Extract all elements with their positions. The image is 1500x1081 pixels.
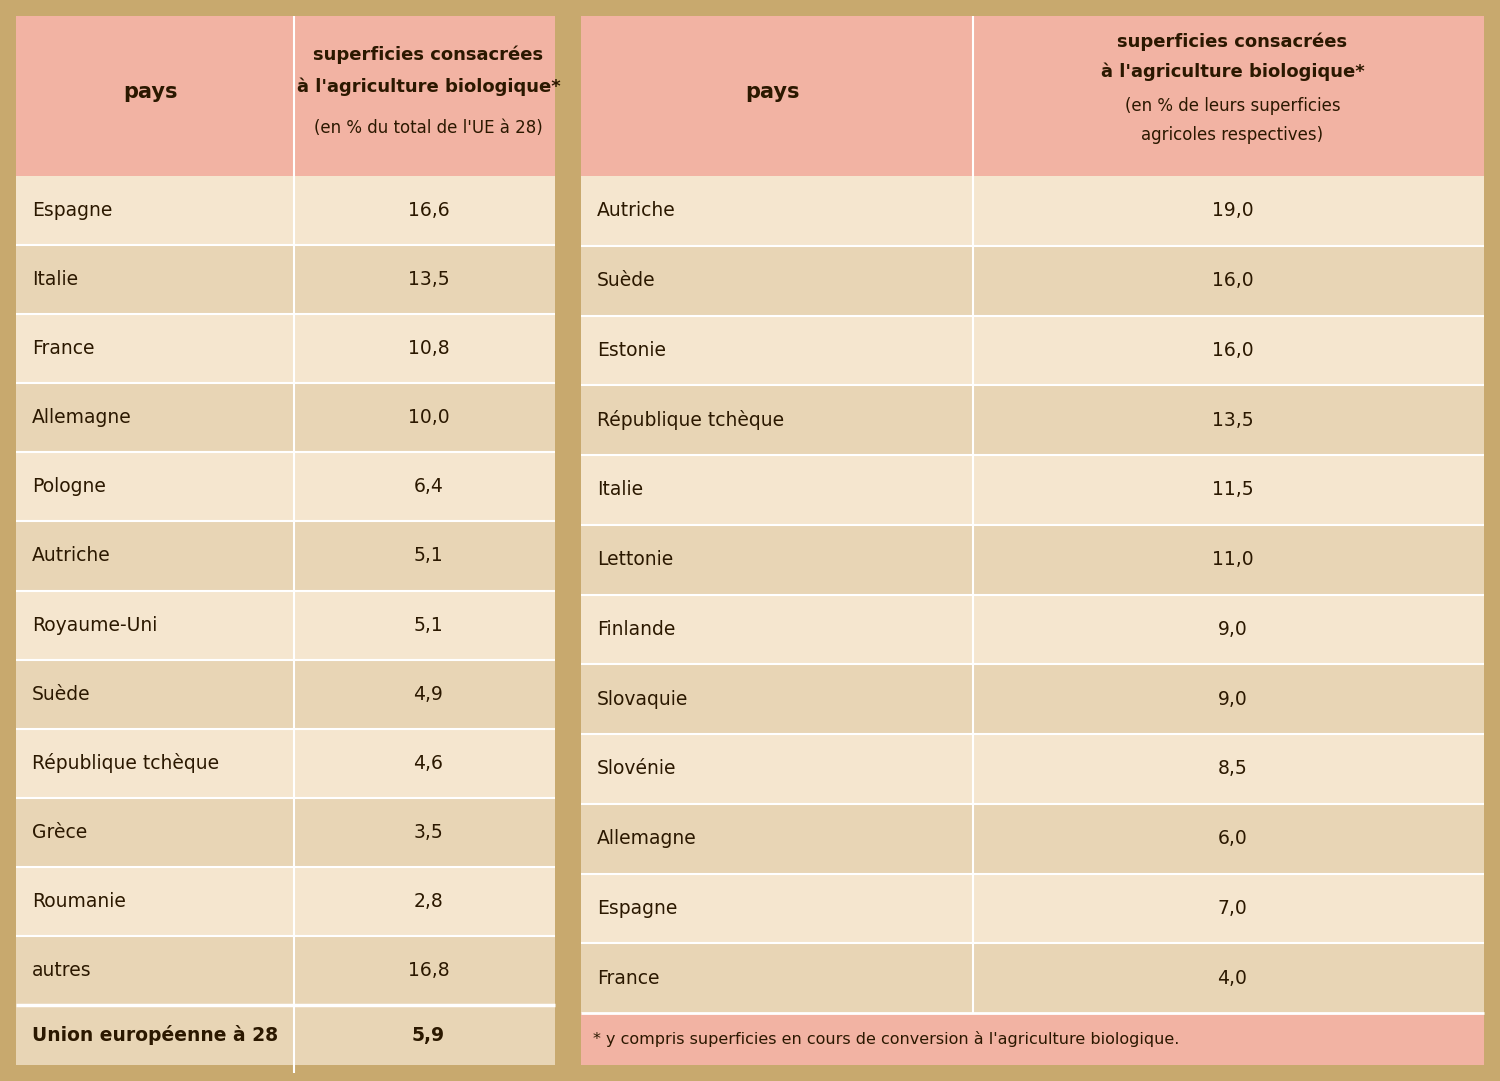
Text: Suède: Suède — [597, 271, 656, 290]
Text: Allemagne: Allemagne — [597, 829, 696, 849]
Text: 11,5: 11,5 — [1212, 480, 1252, 499]
Text: 9,0: 9,0 — [1218, 619, 1248, 639]
Bar — [580, 524, 1484, 595]
Text: 6,0: 6,0 — [1218, 829, 1248, 849]
Text: autres: autres — [32, 961, 92, 980]
Bar — [16, 245, 555, 315]
Bar — [580, 16, 1484, 176]
Text: France: France — [597, 969, 660, 988]
Text: 4,0: 4,0 — [1218, 969, 1248, 988]
Bar — [580, 455, 1484, 524]
Bar — [16, 384, 555, 452]
Bar — [16, 798, 555, 867]
Text: 13,5: 13,5 — [1212, 411, 1252, 429]
Text: Autriche: Autriche — [32, 547, 111, 565]
Bar — [580, 595, 1484, 664]
Bar — [580, 316, 1484, 385]
Bar — [16, 590, 555, 659]
Text: Slovaquie: Slovaquie — [597, 690, 688, 709]
Text: 9,0: 9,0 — [1218, 690, 1248, 709]
Bar — [580, 1013, 1484, 1065]
Bar — [16, 452, 555, 521]
Text: 2,8: 2,8 — [414, 892, 444, 911]
Bar — [16, 176, 555, 245]
Text: République tchèque: République tchèque — [597, 410, 784, 430]
Bar — [16, 521, 555, 590]
Bar — [580, 385, 1484, 455]
Text: (en % du total de l'UE à 28): (en % du total de l'UE à 28) — [314, 119, 543, 137]
Bar — [16, 729, 555, 798]
Bar — [580, 804, 1484, 873]
Text: (en % de leurs superficies: (en % de leurs superficies — [1125, 97, 1340, 116]
Text: 6,4: 6,4 — [414, 478, 444, 496]
Text: pays: pays — [746, 82, 800, 102]
Bar — [16, 867, 555, 936]
Bar — [580, 245, 1484, 316]
Text: superficies consacrées: superficies consacrées — [314, 45, 543, 64]
Text: superficies consacrées: superficies consacrées — [1118, 32, 1347, 52]
Text: 5,1: 5,1 — [414, 547, 444, 565]
Text: Royaume-Uni: Royaume-Uni — [32, 615, 158, 635]
Bar — [580, 664, 1484, 734]
Text: Estonie: Estonie — [597, 341, 666, 360]
Bar — [16, 659, 555, 729]
Bar — [580, 873, 1484, 944]
Text: 4,9: 4,9 — [414, 684, 444, 704]
Text: Pologne: Pologne — [32, 478, 106, 496]
Text: Italie: Italie — [597, 480, 644, 499]
Bar — [580, 176, 1484, 245]
Text: 11,0: 11,0 — [1212, 550, 1252, 569]
Text: à l'agriculture biologique*: à l'agriculture biologique* — [1101, 62, 1365, 80]
Text: 5,9: 5,9 — [413, 1026, 446, 1044]
Text: * y compris superficies en cours de conversion à l'agriculture biologique.: * y compris superficies en cours de conv… — [592, 1031, 1179, 1047]
Text: Espagne: Espagne — [597, 899, 678, 918]
Text: Roumanie: Roumanie — [32, 892, 126, 911]
Bar — [16, 16, 555, 176]
Text: Italie: Italie — [32, 270, 78, 289]
Text: 16,8: 16,8 — [408, 961, 448, 980]
Text: 16,0: 16,0 — [1212, 271, 1252, 290]
Text: Finlande: Finlande — [597, 619, 675, 639]
Bar — [580, 734, 1484, 804]
Text: Espagne: Espagne — [32, 201, 112, 221]
Bar — [16, 315, 555, 384]
Text: 7,0: 7,0 — [1218, 899, 1248, 918]
Text: Suède: Suède — [32, 684, 90, 704]
Text: 13,5: 13,5 — [408, 270, 448, 289]
Text: République tchèque: République tchèque — [32, 753, 219, 773]
Text: Autriche: Autriche — [597, 201, 675, 221]
Text: France: France — [32, 339, 94, 358]
Bar — [8, 8, 562, 1073]
Text: Slovénie: Slovénie — [597, 759, 676, 778]
Text: à l'agriculture biologique*: à l'agriculture biologique* — [297, 77, 561, 95]
Text: 4,6: 4,6 — [414, 753, 444, 773]
Bar — [16, 1005, 555, 1065]
Text: 10,8: 10,8 — [408, 339, 448, 358]
Text: agricoles respectives): agricoles respectives) — [1142, 126, 1323, 144]
Bar — [580, 944, 1484, 1013]
Text: Grèce: Grèce — [32, 823, 87, 842]
Text: 16,0: 16,0 — [1212, 341, 1252, 360]
Bar — [573, 8, 1492, 1073]
Text: 10,0: 10,0 — [408, 409, 448, 427]
Text: 16,6: 16,6 — [408, 201, 448, 221]
Text: pays: pays — [123, 82, 178, 102]
Text: Lettonie: Lettonie — [597, 550, 674, 569]
Bar — [16, 936, 555, 1005]
Text: 8,5: 8,5 — [1218, 759, 1248, 778]
Text: Allemagne: Allemagne — [32, 409, 132, 427]
Text: Union européenne à 28: Union européenne à 28 — [32, 1025, 278, 1045]
Text: 3,5: 3,5 — [414, 823, 444, 842]
Text: 19,0: 19,0 — [1212, 201, 1252, 221]
Text: 5,1: 5,1 — [414, 615, 444, 635]
